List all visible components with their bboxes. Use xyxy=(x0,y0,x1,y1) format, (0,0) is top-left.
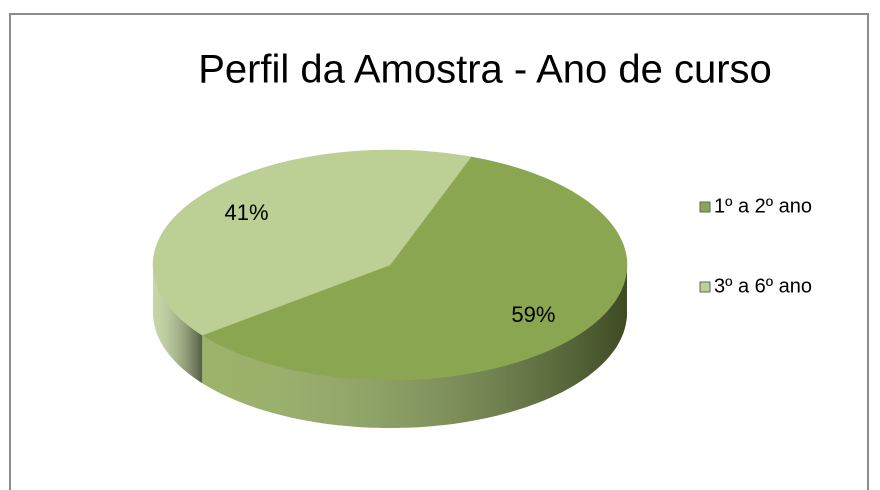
legend-marker xyxy=(699,201,711,213)
legend-marker xyxy=(699,281,711,293)
legend: 1º a 2º ano 3º a 6º ano xyxy=(699,195,812,297)
slice-side-shade xyxy=(202,265,627,428)
slice-side-shade xyxy=(153,265,203,384)
data-label: 59% xyxy=(511,302,555,327)
pie: 59% 41% xyxy=(152,149,628,428)
legend-label: 3º a 6º ano xyxy=(714,275,812,297)
slice xyxy=(152,149,472,336)
slice xyxy=(201,156,628,381)
legend-label: 1º a 2º ano xyxy=(714,195,812,217)
data-label: 41% xyxy=(225,200,269,225)
chart-title: Perfil da Amostra - Ano de curso xyxy=(198,48,772,92)
